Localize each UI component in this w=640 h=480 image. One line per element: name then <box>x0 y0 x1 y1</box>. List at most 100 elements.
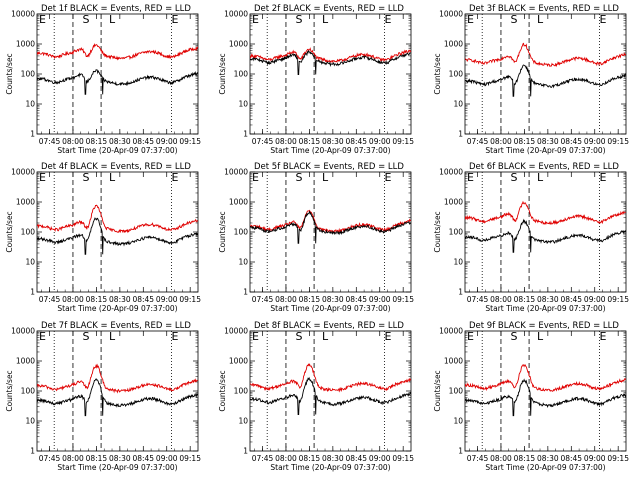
x-axis-label: Start Time (20-Apr-09 07:37:00) <box>270 304 390 313</box>
y-axis-label: Counts/sec <box>218 370 227 411</box>
x-tick-label: 07:45 <box>467 295 489 304</box>
y-axis-label: Counts/sec <box>433 53 442 94</box>
y-tick-label: 1 <box>458 130 463 139</box>
region-marker-s: S <box>510 13 517 26</box>
x-tick-label: 08:45 <box>560 454 582 463</box>
x-tick-label: 08:30 <box>109 137 131 146</box>
region-marker-l: L <box>109 13 116 26</box>
events-series-line <box>37 217 198 255</box>
y-tick-label: 10000 <box>224 10 248 19</box>
x-tick-label: 09:15 <box>607 454 629 463</box>
x-tick-label: 08:30 <box>322 295 344 304</box>
y-tick-label: 1000 <box>444 357 463 366</box>
detector-panel-5: Det 5f BLACK = Events, RED = LLD 1 10 100 10… <box>218 162 414 313</box>
y-axis-label: Counts/sec <box>5 211 14 252</box>
x-tick-label: 08:15 <box>299 137 321 146</box>
events-series-line <box>37 69 198 95</box>
region-marker-l: L <box>322 171 329 184</box>
lld-series-line <box>250 209 411 234</box>
lld-series-line <box>37 363 198 394</box>
y-tick-label: 1 <box>243 288 248 297</box>
x-tick-label: 09:00 <box>584 295 606 304</box>
events-series-line <box>465 218 626 253</box>
y-tick-label: 1 <box>30 447 35 456</box>
detector-panel-7: Det 7f BLACK = Events, RED = LLD 1 10 100 10… <box>5 321 201 472</box>
x-tick-label: 08:45 <box>132 137 154 146</box>
x-tick-label: 07:45 <box>252 295 274 304</box>
x-tick-label: 08:15 <box>86 137 108 146</box>
x-tick-label: 08:45 <box>560 137 582 146</box>
x-tick-label: 07:45 <box>39 295 61 304</box>
events-series-line <box>250 50 411 75</box>
y-tick-label: 10000 <box>224 168 248 177</box>
x-tick-label: 08:30 <box>537 137 559 146</box>
region-marker-e: E <box>252 171 259 184</box>
x-tick-label: 08:15 <box>86 454 108 463</box>
region-marker-s: S <box>295 13 302 26</box>
x-tick-label: 08:30 <box>109 295 131 304</box>
x-tick-label: 07:45 <box>39 454 61 463</box>
x-tick-label: 07:45 <box>467 137 489 146</box>
x-tick-label: 07:45 <box>252 137 274 146</box>
x-tick-label: 08:30 <box>537 295 559 304</box>
y-tick-label: 10000 <box>224 327 248 336</box>
x-tick-label: 09:15 <box>179 295 201 304</box>
x-tick-label: 08:00 <box>490 137 512 146</box>
panel-title: Det 8f BLACK = Events, RED = LLD <box>254 321 404 331</box>
events-series-line <box>465 64 626 97</box>
y-tick-label: 100 <box>234 387 249 396</box>
y-tick-label: 10 <box>238 100 248 109</box>
y-tick-label: 100 <box>234 228 249 237</box>
y-tick-label: 10000 <box>439 327 463 336</box>
panel-title: Det 1f BLACK = Events, RED = LLD <box>41 4 191 14</box>
plot-frame <box>36 13 199 135</box>
region-marker-l: L <box>322 330 329 343</box>
detector-panel-4: Det 4f BLACK = Events, RED = LLD 1 10 100 10… <box>5 162 201 313</box>
region-marker-e: E <box>385 330 392 343</box>
region-marker-l: L <box>537 13 544 26</box>
x-tick-label: 09:15 <box>607 295 629 304</box>
events-series-line <box>37 377 198 417</box>
x-tick-label: 07:45 <box>252 454 274 463</box>
region-marker-l: L <box>322 13 329 26</box>
plot-frame <box>464 13 627 135</box>
y-tick-label: 1000 <box>229 357 248 366</box>
panel-title: Det 2f BLACK = Events, RED = LLD <box>254 4 404 14</box>
plot-frame <box>464 330 627 452</box>
x-tick-label: 07:45 <box>467 454 489 463</box>
region-marker-l: L <box>109 330 116 343</box>
x-tick-label: 08:00 <box>62 295 84 304</box>
y-axis-label: Counts/sec <box>218 211 227 252</box>
y-axis-label: Counts/sec <box>433 211 442 252</box>
x-tick-label: 08:15 <box>514 295 536 304</box>
x-tick-label: 08:00 <box>62 454 84 463</box>
region-marker-e: E <box>600 171 607 184</box>
y-axis-label: Counts/sec <box>433 370 442 411</box>
y-tick-label: 100 <box>449 70 464 79</box>
region-marker-e: E <box>467 330 474 343</box>
y-tick-label: 100 <box>21 387 36 396</box>
y-tick-label: 100 <box>21 228 36 237</box>
x-axis-label: Start Time (20-Apr-09 07:37:00) <box>270 146 390 155</box>
detector-panel-2: Det 2f BLACK = Events, RED = LLD 1 10 100 10… <box>218 4 414 155</box>
panel-title: Det 4f BLACK = Events, RED = LLD <box>41 162 191 172</box>
y-tick-label: 1000 <box>444 198 463 207</box>
x-tick-label: 08:45 <box>345 137 367 146</box>
region-marker-l: L <box>109 171 116 184</box>
region-marker-s: S <box>82 330 89 343</box>
x-tick-label: 08:45 <box>560 295 582 304</box>
detector-panel-1: Det 1f BLACK = Events, RED = LLD 1 10 100 10… <box>5 4 201 155</box>
y-tick-label: 1000 <box>16 198 35 207</box>
x-axis-label: Start Time (20-Apr-09 07:37:00) <box>485 304 605 313</box>
y-tick-label: 10 <box>25 258 35 267</box>
x-axis-label: Start Time (20-Apr-09 07:37:00) <box>57 146 177 155</box>
y-tick-label: 100 <box>21 70 36 79</box>
y-tick-label: 1 <box>458 447 463 456</box>
lld-series-line <box>37 204 198 234</box>
x-tick-label: 09:15 <box>392 137 414 146</box>
x-tick-label: 09:00 <box>156 137 178 146</box>
y-tick-label: 1000 <box>16 40 35 49</box>
x-tick-label: 09:00 <box>156 295 178 304</box>
x-tick-label: 08:30 <box>109 454 131 463</box>
